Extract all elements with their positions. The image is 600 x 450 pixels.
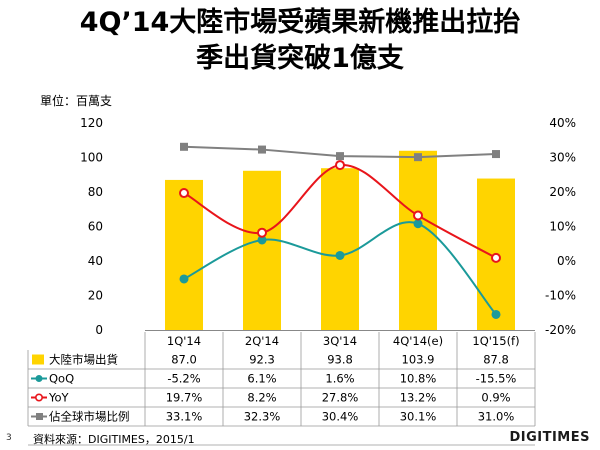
table-value: 93.8	[327, 353, 353, 367]
table-value: 92.3	[249, 353, 275, 367]
category-label: 3Q'14	[323, 334, 357, 348]
left-axis-tick: 60	[88, 220, 103, 234]
right-axis-tick: 20%	[549, 185, 576, 199]
legend-series-name: QoQ	[49, 372, 74, 386]
table-value: 87.0	[171, 353, 197, 367]
table-value: 103.9	[402, 353, 435, 367]
table-value: 6.1%	[247, 372, 276, 386]
right-axis-tick: -20%	[545, 323, 576, 337]
table-value: 1.6%	[325, 372, 354, 386]
right-axis-tick: 0%	[557, 254, 576, 268]
marker-qoq	[257, 235, 267, 245]
table-value: -15.5%	[476, 372, 517, 386]
category-label: 2Q'14	[245, 334, 279, 348]
left-axis-tick: 100	[80, 151, 103, 165]
marker-qoq	[179, 274, 189, 284]
table-value: 10.8%	[400, 372, 437, 386]
right-axis-tick: 30%	[549, 151, 576, 165]
marker-qoq	[335, 250, 345, 260]
table-value: 33.1%	[166, 410, 203, 424]
table-value: 30.4%	[322, 410, 359, 424]
bar-shipment	[165, 179, 203, 330]
table-value: 19.7%	[166, 391, 203, 405]
category-label: 1Q'15(f)	[472, 334, 519, 348]
brand-logo: DIGITIMES	[509, 430, 590, 445]
left-axis-tick: 80	[88, 185, 103, 199]
marker-yoy	[491, 252, 501, 263]
marker-yoy	[335, 160, 345, 171]
source-note: 資料來源：DIGITIMES，2015/1	[33, 433, 195, 446]
marker-yoy	[257, 227, 267, 238]
bar-shipment	[399, 150, 437, 330]
left-axis-tick: 120	[80, 116, 103, 130]
table-value: 32.3%	[244, 410, 281, 424]
legend-key-shipment	[32, 354, 44, 365]
marker-qoq	[491, 309, 501, 319]
left-axis-tick: 40	[88, 254, 103, 268]
category-label: 1Q'14	[167, 334, 201, 348]
marker-share	[414, 153, 422, 162]
marker-share	[492, 150, 500, 159]
table-value: 27.8%	[322, 391, 359, 405]
table-value: 13.2%	[400, 391, 437, 405]
table-value: 31.0%	[478, 410, 515, 424]
chart-title-line1: 4Q’14大陸市場受蘋果新機推出拉抬	[79, 7, 521, 38]
marker-yoy	[413, 210, 423, 221]
marker-share	[336, 152, 344, 161]
legend-series-name: 大陸市場出貨	[49, 353, 118, 367]
legend-series-name: 佔全球市場比例	[49, 410, 130, 424]
table-value: 8.2%	[247, 391, 276, 405]
right-axis-tick: -10%	[545, 289, 576, 303]
legend-series-name: YoY	[48, 391, 70, 405]
category-label: 4Q'14(e)	[393, 334, 443, 348]
marker-share	[258, 145, 266, 154]
chart-title-line2: 季出貨突破1億支	[196, 43, 404, 74]
legend-marker-yoy	[34, 393, 43, 402]
table-value: -5.2%	[167, 372, 200, 386]
unit-label: 單位：百萬支	[40, 94, 113, 108]
right-axis-tick: 40%	[549, 116, 576, 130]
table-value: 30.1%	[400, 410, 437, 424]
bar-shipment	[321, 168, 359, 330]
page-number: 3	[6, 433, 12, 443]
marker-share	[180, 142, 188, 151]
right-axis-tick: 10%	[549, 220, 576, 234]
table-value: 87.8	[483, 353, 509, 367]
left-axis-tick: 20	[88, 289, 103, 303]
bar-shipment	[243, 170, 281, 330]
legend-marker-share	[36, 413, 43, 420]
table-value: 0.9%	[481, 391, 510, 405]
legend-marker-qoq	[35, 375, 43, 382]
left-axis-tick: 0	[95, 323, 103, 337]
marker-yoy	[179, 188, 189, 199]
marker-qoq	[413, 219, 423, 229]
